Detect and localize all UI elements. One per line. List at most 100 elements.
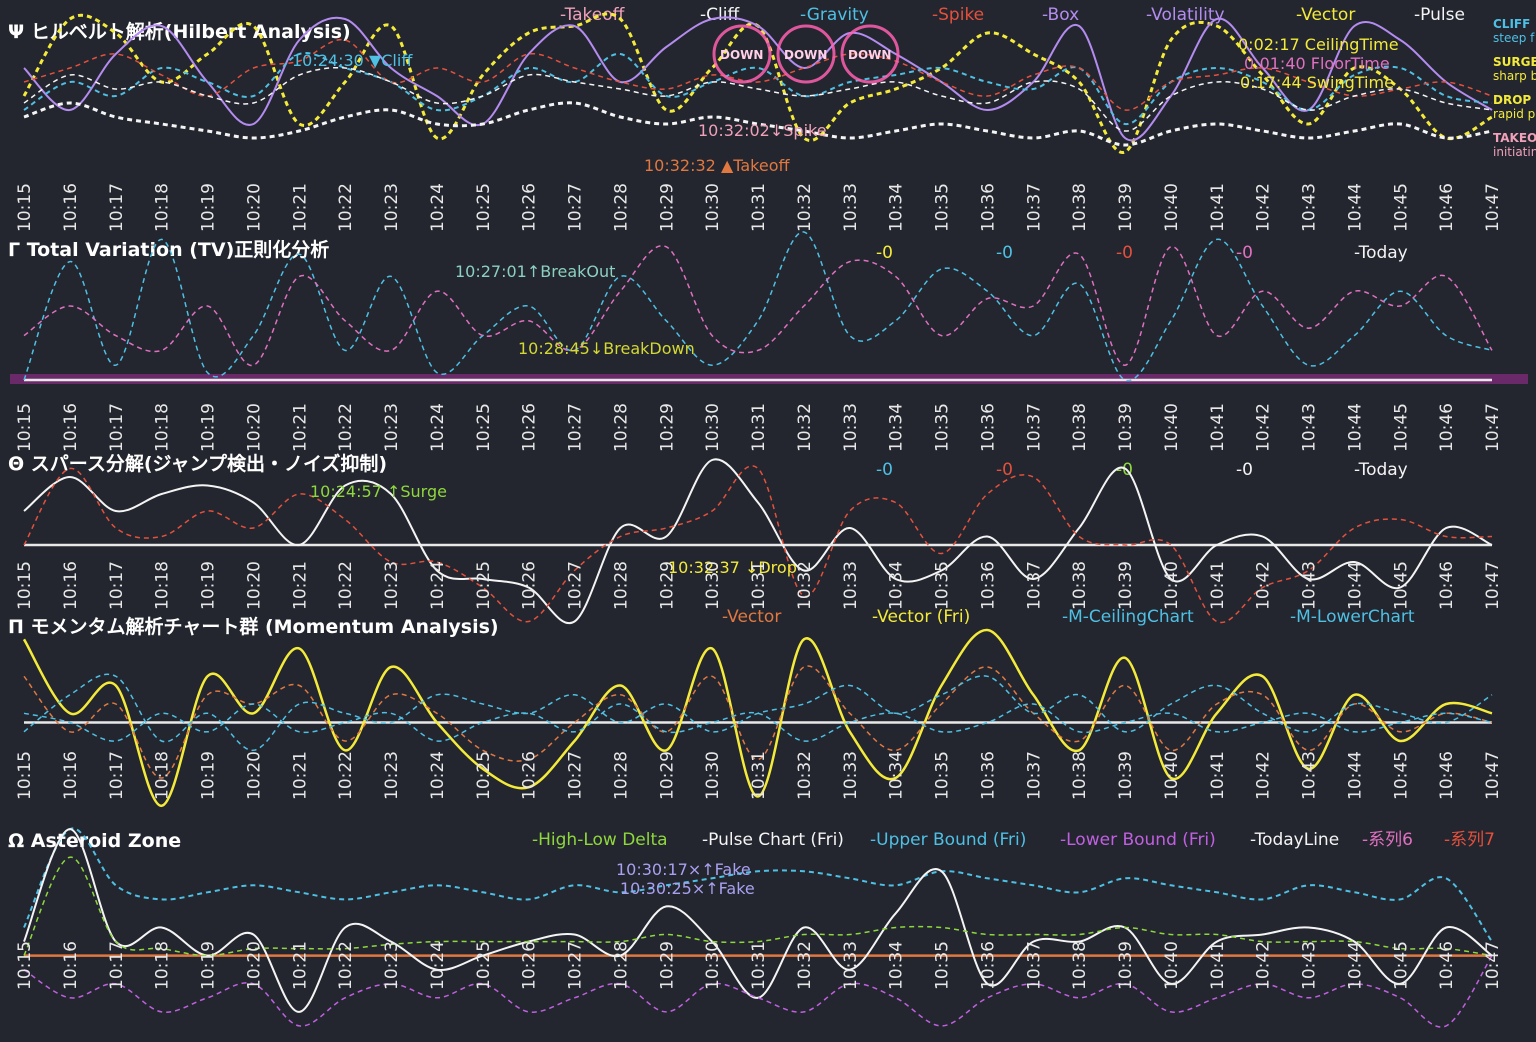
x-tick-label: 10:20 [244,403,264,452]
side-note-desc: steep f [1493,31,1535,45]
x-tick-label: 10:26 [520,183,540,232]
x-tick-label: 10:25 [474,751,494,800]
series-line [23,245,1493,366]
legend-entry: -Cliff [700,5,740,25]
annotation-label: 10:28:45↓BreakDown [518,339,695,358]
x-tick-label: 10:40 [1162,751,1182,800]
x-tick-label: 10:38 [1070,183,1090,232]
x-tick-label: 10:32 [795,183,815,232]
x-tick-label: 10:34 [887,403,907,452]
x-tick-label: 10:34 [887,751,907,800]
x-tick-label: 10:42 [1254,751,1274,800]
legend-entry: -Box [1042,5,1079,25]
legend-entry: -Vector [1296,5,1355,25]
legend-entry: -Lower Bound (Fri) [1060,830,1216,850]
x-tick-label: 10:39 [1116,403,1136,452]
x-tick-label: 10:30 [703,941,723,990]
x-tick-label: 10:41 [1208,183,1228,232]
x-tick-label: 10:35 [933,751,953,800]
x-tick-label: 10:27 [566,941,586,990]
series-line [23,458,1493,625]
x-tick-label: 10:45 [1391,941,1411,990]
x-tick-label: 10:29 [657,183,677,232]
legend-entry: -Today [1354,460,1408,480]
annotation-label: 10:30:25×↑Fake [620,879,755,898]
x-tick-label: 10:17 [107,403,127,452]
x-tick-label: 10:36 [978,941,998,990]
x-tick-label: 10:28 [611,941,631,990]
series-line [23,673,1493,752]
x-tick-label: 10:18 [153,403,173,452]
legend-entry: -Today [1354,243,1408,263]
x-tick-label: 10:29 [657,403,677,452]
legend-entry: -Pulse Chart (Fri) [702,830,844,850]
x-tick-label: 10:44 [1345,183,1365,232]
x-tick-label: 10:46 [1437,941,1457,990]
x-tick-label: 10:30 [703,403,723,452]
x-tick-label: 10:30 [703,561,723,610]
x-tick-label: 10:31 [749,403,769,452]
x-tick-label: 10:20 [244,561,264,610]
x-tick-label: 10:29 [657,751,677,800]
x-tick-label: 10:23 [382,183,402,232]
x-tick-label: 10:38 [1070,561,1090,610]
x-tick-label: 10:35 [933,561,953,610]
annotation-label: 0:01:40 FloorTime [1244,54,1390,73]
x-tick-label: 10:34 [887,561,907,610]
x-tick-label: 10:46 [1437,183,1457,232]
x-tick-label: 10:18 [153,751,173,800]
x-tick-label: 10:23 [382,751,402,800]
x-tick-label: 10:41 [1208,561,1228,610]
series-line [23,828,1493,1013]
x-tick-label: 10:32 [795,561,815,610]
x-tick-label: 10:42 [1254,561,1274,610]
x-tick-label: 10:45 [1391,751,1411,800]
badge-ring [776,24,836,84]
x-tick-label: 10:39 [1116,561,1136,610]
x-tick-label: 10:37 [1024,941,1044,990]
side-note-title: CLIFF [1493,17,1530,31]
x-tick-label: 10:18 [153,941,173,990]
x-tick-label: 10:34 [887,941,907,990]
x-tick-label: 10:18 [153,183,173,232]
side-note-title: SURGE [1493,55,1536,69]
x-tick-label: 10:24 [428,751,448,800]
x-tick-label: 10:42 [1254,403,1274,452]
annotation-label: 10:32:37 ↓Drop [668,558,797,577]
x-tick-label: 10:29 [657,941,677,990]
x-tick-label: 10:34 [887,183,907,232]
legend-entry: -0 [876,460,893,480]
side-note-title: TAKEO [1493,131,1536,145]
x-tick-label: 10:16 [61,561,81,610]
x-tick-label: 10:39 [1116,183,1136,232]
x-tick-label: 10:40 [1162,183,1182,232]
x-tick-label: 10:45 [1391,561,1411,610]
x-tick-label: 10:47 [1483,561,1503,610]
panel-title-1: Γ Total Variation (TV)正則化分析 [8,238,329,261]
x-tick-label: 10:35 [933,403,953,452]
x-tick-label: 10:16 [61,183,81,232]
x-tick-label: 10:37 [1024,561,1044,610]
x-tick-label: 10:41 [1208,751,1228,800]
x-tick-label: 10:27 [566,403,586,452]
x-tick-label: 10:29 [657,561,677,610]
series-line [23,465,1493,624]
x-tick-label: 10:39 [1116,751,1136,800]
x-tick-label: 10:47 [1483,183,1503,232]
x-tick-label: 10:16 [61,403,81,452]
x-tick-label: 10:27 [566,561,586,610]
x-tick-label: 10:30 [703,183,723,232]
x-tick-label: 10:25 [474,561,494,610]
panel-title-3: Π モメンタム解析チャート群 (Momentum Analysis) [8,615,499,638]
x-tick-label: 10:44 [1345,941,1365,990]
series-line [23,101,1493,147]
x-tick-label: 10:38 [1070,751,1090,800]
x-tick-label: 10:22 [336,941,356,990]
x-tick-label: 10:20 [244,751,264,800]
x-tick-label: 10:47 [1483,751,1503,800]
annotation-label: 10:24:57 ↑Surge [310,482,447,501]
x-tick-label: 10:21 [290,751,310,800]
x-tick-label: 10:22 [336,183,356,232]
